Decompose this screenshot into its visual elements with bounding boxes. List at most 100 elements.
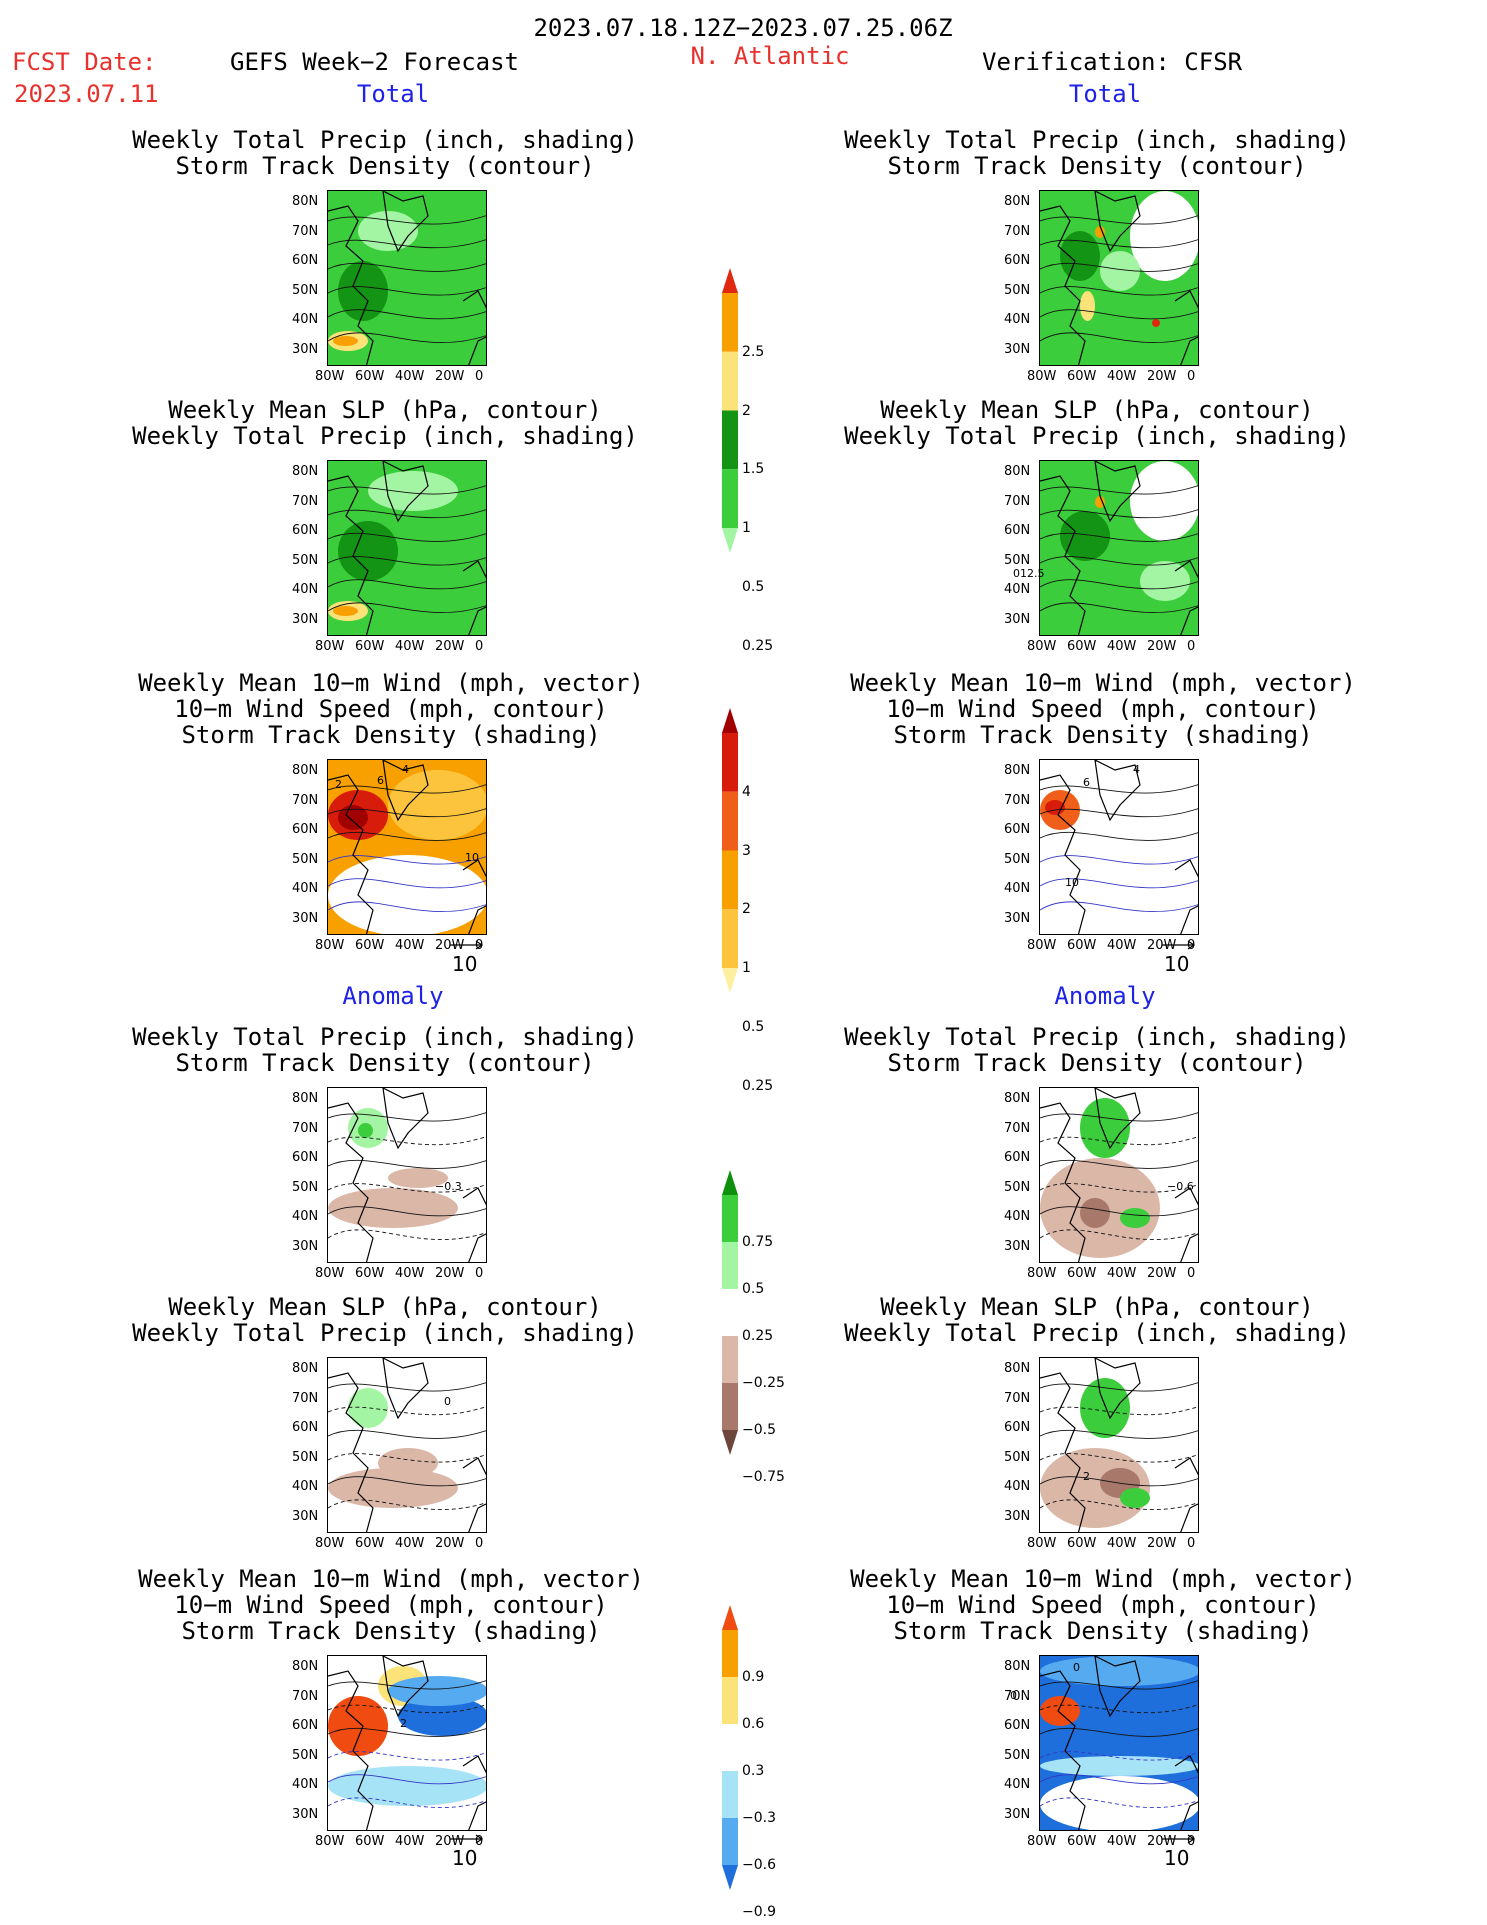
lat-tick-label: 50N bbox=[1004, 552, 1031, 568]
lon-tick-label: 60W bbox=[1067, 369, 1097, 384]
colorbar-track_anom bbox=[722, 1605, 738, 1890]
contour-label: 2 bbox=[1083, 1470, 1090, 1483]
lon-tick-label: 60W bbox=[355, 369, 385, 384]
colorbar-track_total bbox=[722, 708, 738, 993]
map-contour bbox=[328, 1429, 486, 1439]
map-contour bbox=[328, 309, 486, 320]
map-field bbox=[1040, 191, 1198, 365]
map-coastline bbox=[328, 760, 486, 934]
map-shading-patch bbox=[1080, 291, 1095, 321]
vector-scale-l6: 10 bbox=[450, 1834, 484, 1870]
map-contour bbox=[1040, 1136, 1198, 1146]
lat-tick-label: 40N bbox=[1004, 881, 1031, 896]
lat-tick-label: 60N bbox=[292, 822, 319, 837]
map-contour bbox=[1040, 309, 1198, 320]
colorbar-swatch bbox=[722, 351, 738, 411]
map-contour bbox=[1040, 901, 1198, 912]
lon-tick-label: 60W bbox=[1067, 1536, 1097, 1551]
lat-tick-label: 40N bbox=[1004, 1209, 1031, 1224]
lat-tick-label: 30N bbox=[1004, 1238, 1031, 1254]
title-l1-line1: Weekly Total Precip (inch, shading) bbox=[132, 126, 638, 154]
map-field bbox=[1040, 760, 1198, 934]
map-contour bbox=[1040, 1680, 1198, 1690]
title-l1-line2: Storm Track Density (contour) bbox=[175, 152, 595, 180]
map-contour bbox=[328, 1183, 486, 1193]
map-shading-patch bbox=[1040, 1756, 1198, 1776]
map-contour bbox=[1040, 1453, 1198, 1463]
lon-tick-label: 80W bbox=[315, 938, 345, 953]
lat-tick-label: 40N bbox=[292, 1209, 319, 1224]
map-field bbox=[328, 1656, 486, 1830]
left-column-title: GEFS Week−2 Forecast bbox=[230, 48, 519, 76]
period-title: 2023.07.18.12Z−2023.07.25.06Z bbox=[533, 14, 953, 42]
map-field bbox=[328, 1358, 486, 1532]
map-shading-patch bbox=[1080, 1098, 1130, 1158]
map-contour bbox=[328, 485, 486, 495]
map-field bbox=[328, 461, 486, 635]
lat-tick-label: 30N bbox=[292, 910, 319, 926]
colorbar-swatch bbox=[722, 1336, 738, 1383]
lat-tick-label: 40N bbox=[292, 881, 319, 896]
contour-label: 10 bbox=[465, 851, 479, 864]
lon-tick-label: 40W bbox=[395, 1266, 425, 1281]
map-contour bbox=[328, 1453, 486, 1463]
vector-scale-r6: 10 bbox=[1162, 1834, 1196, 1870]
title-r6-line1: Weekly Mean 10−m Wind (mph, vector) bbox=[850, 1565, 1356, 1593]
map-coastline bbox=[328, 461, 486, 635]
map-contour bbox=[1040, 878, 1198, 889]
colorbar-swatch bbox=[722, 1771, 738, 1818]
lon-tick-label: 20W bbox=[1147, 639, 1177, 654]
map-shading-patch bbox=[378, 1448, 438, 1478]
map-contour bbox=[328, 901, 486, 912]
colorbar-label: −0.25 bbox=[742, 1375, 785, 1391]
map-coastline bbox=[1040, 1088, 1198, 1262]
map-contour bbox=[328, 332, 486, 343]
map-shading-patch bbox=[1060, 511, 1110, 561]
map-panel bbox=[327, 1357, 487, 1533]
map-contour bbox=[1040, 1727, 1198, 1737]
lon-tick-label: 0 bbox=[475, 369, 484, 384]
map-shading-patch bbox=[338, 805, 368, 830]
lat-tick-label: 40N bbox=[1004, 1479, 1031, 1494]
map-contour bbox=[1040, 1751, 1198, 1761]
vector-scale-r3: 10 bbox=[1162, 940, 1196, 976]
map-coastline bbox=[1040, 461, 1198, 635]
colorbar-swatch bbox=[722, 850, 738, 910]
map-shading-patch bbox=[1130, 191, 1198, 281]
map-contour bbox=[328, 1406, 486, 1416]
colorbar-label: 0.25 bbox=[742, 1077, 774, 1094]
lon-tick-label: 0 bbox=[1187, 369, 1196, 384]
map-contour bbox=[1040, 286, 1198, 296]
title-r3-line1: Weekly Mean 10−m Wind (mph, vector) bbox=[850, 669, 1356, 697]
map-shading-patch bbox=[328, 1696, 388, 1756]
map-field bbox=[1040, 1088, 1198, 1262]
lon-tick-label: 80W bbox=[315, 1536, 345, 1551]
map-shading-patch bbox=[333, 336, 358, 346]
map-contour bbox=[328, 286, 486, 296]
map-coastline bbox=[1040, 191, 1198, 365]
lat-tick-label: 50N bbox=[292, 851, 319, 867]
title-r5-line2: Weekly Total Precip (inch, shading) bbox=[844, 1319, 1350, 1347]
colorbar-swatch bbox=[722, 1170, 738, 1195]
lat-tick-label: 50N bbox=[292, 552, 319, 568]
contour-label: 0 bbox=[444, 1395, 451, 1408]
contour-label: 4 bbox=[1133, 763, 1140, 776]
map-contour bbox=[1040, 1112, 1198, 1122]
lat-tick-label: 70N bbox=[1004, 493, 1031, 509]
map-contour bbox=[1040, 831, 1198, 841]
lat-tick-label: 50N bbox=[1004, 282, 1031, 298]
lat-tick-label: 30N bbox=[292, 1806, 319, 1822]
lat-tick-label: 80N bbox=[1004, 763, 1031, 778]
colorbar-label: −0.75 bbox=[742, 1469, 785, 1485]
map-contour bbox=[1040, 1183, 1198, 1193]
map-panel bbox=[327, 759, 487, 935]
lon-tick-label: 80W bbox=[315, 369, 345, 384]
colorbar-label: 3 bbox=[742, 842, 751, 859]
map-shading-patch bbox=[1040, 1696, 1080, 1726]
map-contour bbox=[328, 1680, 486, 1690]
lat-tick-label: 30N bbox=[1004, 611, 1031, 627]
lat-tick-label: 50N bbox=[1004, 1747, 1031, 1763]
fcst-label: FCST Date: bbox=[12, 48, 157, 76]
lon-tick-label: 80W bbox=[1027, 639, 1057, 654]
colorbar-swatch bbox=[722, 528, 738, 553]
